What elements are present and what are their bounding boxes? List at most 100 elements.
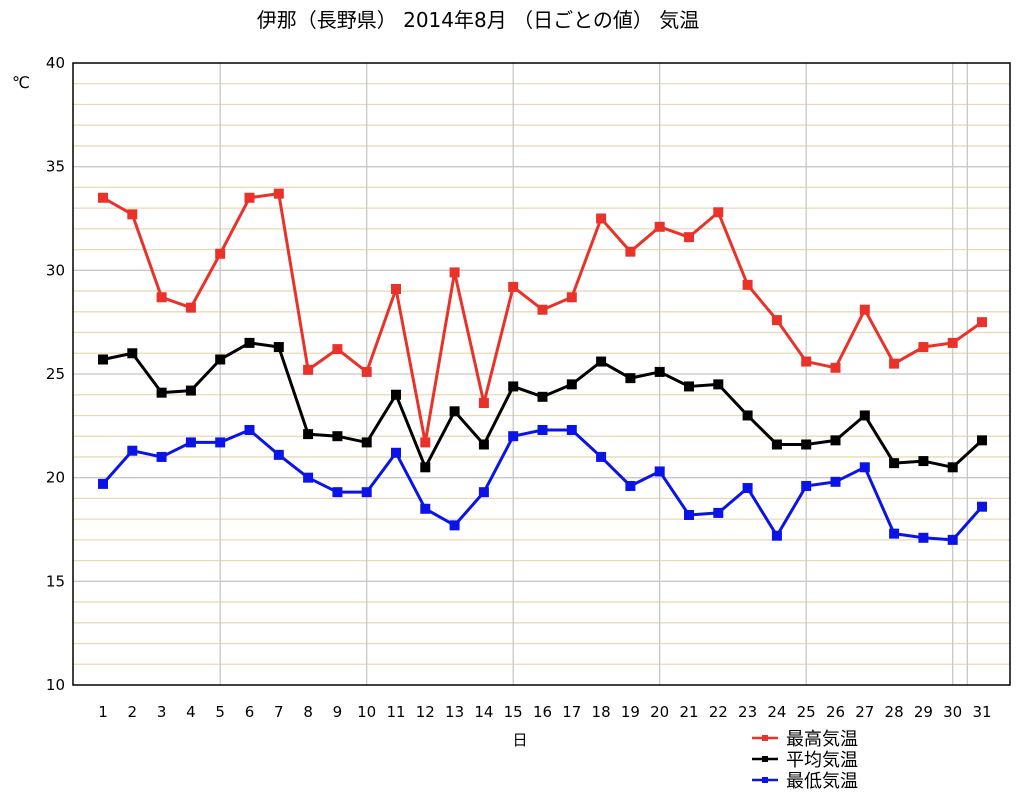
data-point [596, 356, 607, 367]
data-point [742, 483, 753, 494]
data-point [566, 292, 577, 303]
data-point [332, 487, 343, 498]
data-point [391, 283, 401, 294]
data-point [185, 437, 196, 448]
x-tick-label: 19 [621, 703, 640, 721]
x-tick-label: 26 [826, 703, 845, 721]
x-tick-label: 2 [128, 703, 138, 721]
data-point [566, 424, 577, 435]
y-tick-label: 40 [46, 54, 65, 72]
data-point [713, 507, 724, 518]
data-point [918, 342, 929, 353]
data-point [654, 366, 665, 377]
series-1 [98, 188, 987, 448]
y-tick-label: 35 [46, 158, 65, 176]
x-tick-label: 22 [709, 703, 728, 721]
x-tick-label: 20 [650, 703, 669, 721]
data-point [508, 381, 519, 392]
x-tick-label: 16 [533, 703, 552, 721]
data-point [156, 387, 167, 398]
x-tick-label: 23 [738, 703, 757, 721]
data-point [625, 246, 636, 257]
data-point [654, 221, 665, 232]
legend-marker [762, 777, 768, 783]
y-tick-label: 20 [46, 469, 65, 487]
data-point [947, 534, 958, 545]
data-point [537, 304, 548, 315]
data-point [273, 342, 284, 353]
x-tick-label: 11 [386, 703, 405, 721]
data-point [449, 267, 460, 278]
data-point [332, 344, 343, 355]
data-point [684, 232, 694, 243]
x-tick-label: 12 [416, 703, 435, 721]
series-2 [98, 337, 987, 473]
x-tick-label: 30 [943, 703, 962, 721]
data-point [361, 437, 372, 448]
data-point [185, 385, 196, 396]
data-point [859, 410, 870, 421]
data-point [244, 337, 255, 348]
x-tick-label: 15 [504, 703, 523, 721]
data-point [127, 445, 138, 456]
y-axis-unit-label: ℃ [12, 73, 30, 92]
y-tick-label: 30 [46, 261, 65, 279]
data-point [127, 209, 138, 220]
data-point [713, 207, 724, 218]
x-tick-label: 6 [245, 703, 255, 721]
data-point [801, 356, 812, 367]
data-point [684, 381, 694, 392]
data-point [889, 358, 900, 369]
data-point [420, 437, 431, 448]
x-tick-label: 21 [679, 703, 698, 721]
data-point [684, 509, 694, 520]
data-point [742, 279, 753, 290]
data-point [361, 487, 372, 498]
data-point [215, 437, 226, 448]
data-point [830, 476, 841, 487]
data-point [98, 354, 108, 365]
x-tick-label: 9 [333, 703, 343, 721]
data-point [98, 478, 108, 489]
x-tick-label: 28 [885, 703, 904, 721]
data-point [889, 458, 900, 469]
data-point [977, 501, 987, 512]
data-point [391, 389, 401, 400]
data-point [420, 462, 431, 473]
data-point [215, 354, 226, 365]
data-point [273, 188, 284, 199]
x-tick-label: 14 [474, 703, 493, 721]
data-point [478, 439, 489, 450]
legend-label: 最低気温 [786, 771, 858, 792]
data-point [977, 317, 987, 328]
x-tick-label: 7 [274, 703, 284, 721]
x-tick-label: 25 [797, 703, 816, 721]
x-tick-label: 3 [157, 703, 167, 721]
data-point [478, 487, 489, 498]
data-point [654, 466, 665, 477]
data-point [596, 213, 607, 224]
data-point [215, 248, 226, 259]
data-point [449, 520, 460, 531]
legend-marker [762, 756, 768, 762]
data-point [625, 373, 636, 384]
data-point [303, 472, 314, 483]
data-point [947, 462, 958, 473]
legend-item: 最低気温 [752, 771, 858, 792]
x-tick-label: 4 [186, 703, 196, 721]
y-tick-label: 10 [46, 676, 65, 694]
data-point [889, 528, 900, 539]
data-point [801, 480, 812, 491]
data-point [947, 337, 958, 348]
y-tick-label: 15 [46, 572, 65, 590]
data-point [332, 431, 343, 442]
legend-label: 最高気温 [786, 729, 858, 750]
data-point [244, 192, 255, 203]
data-point [918, 532, 929, 543]
data-point [127, 348, 138, 359]
data-point [98, 192, 108, 203]
x-axis-label: 日 [512, 731, 527, 749]
